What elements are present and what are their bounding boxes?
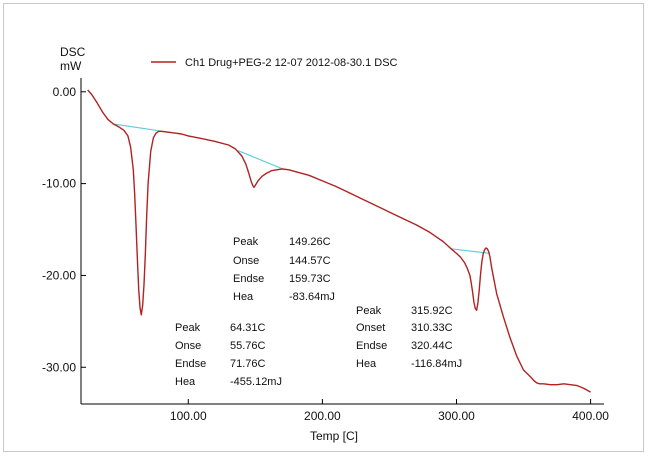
annotation-label: Onse	[175, 340, 201, 352]
annotation-value: 320.44C	[411, 340, 453, 352]
series-line	[87, 89, 591, 393]
y-tick-label: -20.00	[42, 268, 76, 282]
annotation-value: 310.33C	[411, 322, 453, 334]
annotation-peak-315: Peak 315.92C Onset 310.33C Endse 320.44C…	[356, 305, 462, 370]
annotation-value: -83.64mJ	[289, 291, 335, 303]
annotation-value: 144.57C	[289, 255, 331, 267]
annotation-label: Peak	[233, 236, 259, 248]
annotation-peak-149: Peak 149.26C Onse 144.57C Endse 159.73C …	[233, 236, 335, 303]
x-tick-label: 400.00	[572, 409, 609, 423]
x-tick-label: 100.00	[170, 409, 207, 423]
baselines	[113, 123, 491, 254]
y-axis-label-unit: mW	[60, 59, 82, 73]
annotation-value: 315.92C	[411, 305, 453, 317]
y-tick-label: -30.00	[42, 360, 76, 374]
legend-label: Ch1 Drug+PEG-2 12-07 2012-08-30.1 DSC	[185, 57, 398, 69]
x-tick-label: 200.00	[304, 409, 341, 423]
annotation-label: Peak	[356, 305, 382, 317]
annotation-label: Onse	[233, 255, 259, 267]
y-axis-label-top: DSC	[60, 45, 86, 59]
annotation-value: 64.31C	[230, 322, 266, 334]
series-group	[87, 89, 591, 393]
x-tick-label: 300.00	[438, 409, 475, 423]
chart-axes	[80, 78, 604, 405]
annotation-value: 55.76C	[230, 340, 266, 352]
annotation-peak-64: Peak 64.31C Onse 55.76C Endse 71.76C Hea…	[175, 322, 282, 388]
annotation-label: Endse	[356, 340, 387, 352]
annotation-value: 149.26C	[289, 236, 331, 248]
x-axis-label: Temp [C]	[310, 429, 358, 443]
y-tick-label: 0.00	[53, 85, 77, 99]
annotation-value: -455.12mJ	[230, 376, 282, 388]
annotation-label: Endse	[175, 358, 206, 370]
annotation-label: Onset	[356, 322, 385, 334]
annotation-value: 71.76C	[230, 358, 266, 370]
annotation-label: Peak	[175, 322, 201, 334]
baseline-line	[237, 149, 286, 171]
y-tick-label: -10.00	[42, 177, 76, 191]
axis-ticks: 100.00 200.00 300.00 400.00 0.00 -10.00 -20.00…	[42, 85, 609, 423]
annotation-label: Hea	[175, 376, 196, 388]
annotation-label: Endse	[233, 273, 264, 285]
annotation-value: -116.84mJ	[411, 358, 462, 370]
annotation-label: Hea	[233, 291, 254, 303]
annotation-label: Hea	[356, 358, 377, 370]
annotation-value: 159.73C	[289, 273, 331, 285]
chart-frame	[3, 3, 644, 452]
